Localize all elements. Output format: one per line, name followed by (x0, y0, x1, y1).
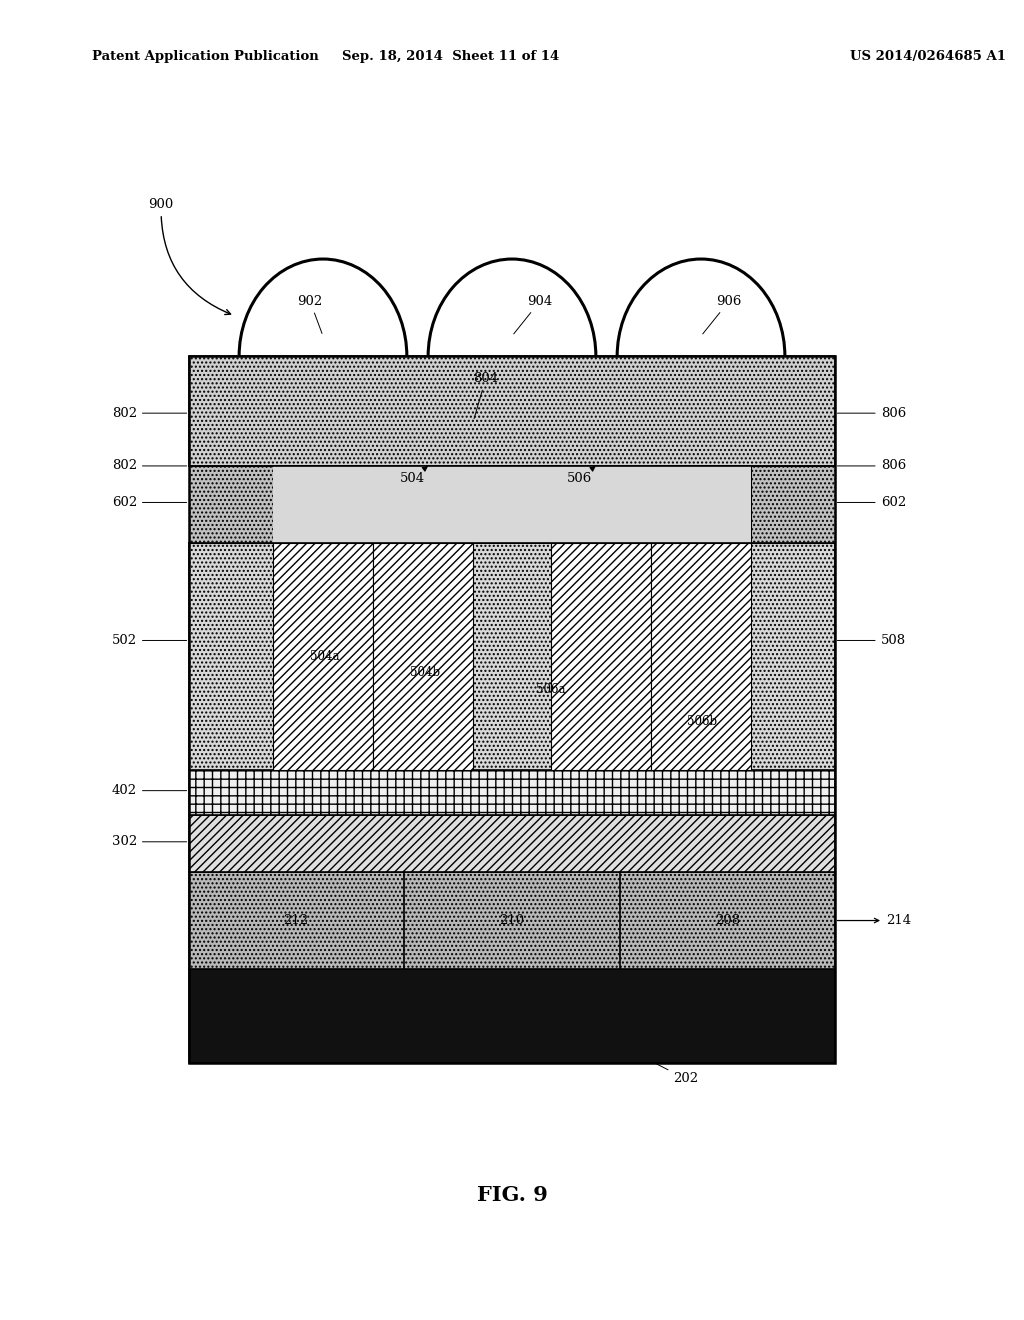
Bar (551, 543, 650, 771)
Text: 504a: 504a (310, 651, 340, 663)
Bar (650, 543, 751, 771)
Text: 802: 802 (112, 407, 186, 420)
Bar (751, 466, 835, 543)
Bar (189, 356, 835, 466)
Polygon shape (465, 466, 559, 543)
Text: 502: 502 (112, 634, 186, 647)
Text: 202: 202 (656, 1064, 698, 1085)
Text: 504: 504 (399, 467, 427, 484)
Text: 902: 902 (297, 294, 323, 334)
Text: 804: 804 (473, 372, 499, 418)
Text: 602: 602 (112, 496, 186, 510)
Polygon shape (654, 466, 748, 543)
Text: 806: 806 (838, 407, 906, 420)
Text: 904: 904 (514, 294, 553, 334)
Text: 802: 802 (112, 459, 186, 473)
Text: 506a: 506a (536, 682, 565, 696)
Bar (189, 466, 273, 543)
Text: 402: 402 (112, 784, 186, 797)
Text: 214: 214 (838, 913, 911, 927)
Text: 806: 806 (838, 459, 906, 473)
Text: 504b: 504b (410, 667, 440, 680)
Bar (189, 543, 835, 771)
Bar (189, 356, 835, 1063)
Text: 506: 506 (567, 467, 595, 484)
Text: 212: 212 (284, 913, 308, 927)
Bar (189, 969, 835, 1063)
Text: 506b: 506b (687, 715, 718, 729)
Text: 602: 602 (838, 496, 906, 510)
Text: 210: 210 (500, 913, 524, 927)
Text: 508: 508 (838, 634, 906, 647)
Text: 208: 208 (716, 913, 740, 927)
Bar (374, 543, 473, 771)
Text: Sep. 18, 2014  Sheet 11 of 14: Sep. 18, 2014 Sheet 11 of 14 (342, 50, 559, 63)
Text: 302: 302 (112, 836, 186, 849)
Bar (189, 871, 835, 969)
Polygon shape (276, 466, 370, 543)
Bar (273, 466, 751, 543)
Text: FIG. 9: FIG. 9 (476, 1184, 548, 1205)
Bar (189, 771, 835, 814)
Bar (189, 814, 835, 871)
Text: US 2014/0264685 A1: US 2014/0264685 A1 (850, 50, 1006, 63)
Text: 900: 900 (148, 198, 230, 314)
Bar (273, 543, 374, 771)
Text: Patent Application Publication: Patent Application Publication (92, 50, 318, 63)
Text: 906: 906 (702, 294, 741, 334)
